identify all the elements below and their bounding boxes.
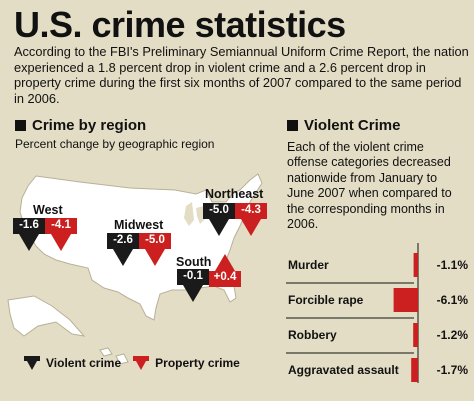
west-property-value: -4.1 <box>51 219 71 231</box>
west-violent-arrow: -1.6 <box>13 218 45 251</box>
region-chart-title: Crime by region <box>32 117 147 134</box>
category-value-label: -1.7% <box>437 363 469 377</box>
midwest-property-arrow: -5.0 <box>139 233 171 266</box>
category-label: Forcible rape <box>288 293 364 307</box>
category-bar <box>393 288 418 312</box>
violent-down-arrow-icon <box>13 218 45 251</box>
property-down-arrow-icon <box>235 203 267 236</box>
violent-chart-description: Each of the violent crime offense catego… <box>287 140 452 232</box>
violent-category-chart: Murder -1.1% Forcible rape -6.1% Robbery -1.2… <box>286 243 469 383</box>
region-label-west: West <box>33 203 63 217</box>
midwest-property-value: -5.0 <box>145 234 165 246</box>
property-down-arrow-icon <box>133 356 150 370</box>
great-lake-shape <box>184 202 194 226</box>
violent-down-arrow-icon <box>203 203 235 236</box>
category-bar <box>413 253 418 277</box>
chart-legend: Violent crime Property crime <box>22 356 240 370</box>
violent-down-arrow-icon <box>177 269 209 302</box>
west-property-arrow: -4.1 <box>45 218 77 251</box>
south-property-arrow: +0.4 <box>209 254 241 287</box>
legend-violent-label: Violent crime <box>46 356 122 370</box>
section-bullet-icon <box>15 120 26 131</box>
northeast-violent-arrow: -5.0 <box>203 203 235 236</box>
south-property-value: +0.4 <box>213 271 237 283</box>
midwest-violent-arrow: -2.6 <box>107 233 139 266</box>
page-title: U.S. crime statistics <box>14 4 346 45</box>
violent-down-arrow-icon <box>24 356 40 370</box>
category-label: Robbery <box>288 328 337 342</box>
region-chart-subtitle: Percent change by geographic region <box>15 137 215 151</box>
category-value-label: -6.1% <box>437 293 469 307</box>
section-bullet-icon <box>287 120 298 131</box>
category-value-label: -1.2% <box>437 328 469 342</box>
category-bar <box>413 323 418 347</box>
intro-text: According to the FBI's Preliminary Semia… <box>14 44 469 106</box>
region-label-northeast: Northeast <box>205 187 264 201</box>
northeast-property-arrow: -4.3 <box>235 203 267 236</box>
hawaii-shape <box>99 347 129 365</box>
legend-property-label: Property crime <box>155 356 240 370</box>
region-label-south: South <box>176 255 212 269</box>
south-violent-arrow: -0.1 <box>177 269 209 302</box>
violent-down-arrow-icon <box>107 233 139 266</box>
category-label: Aggravated assault <box>288 363 399 377</box>
west-violent-value: -1.6 <box>19 219 39 231</box>
property-down-arrow-icon <box>45 218 77 251</box>
northeast-property-value: -4.3 <box>241 204 261 216</box>
region-label-midwest: Midwest <box>114 218 164 232</box>
northeast-violent-value: -5.0 <box>209 204 229 216</box>
category-bar <box>411 358 418 382</box>
midwest-violent-value: -2.6 <box>113 234 133 246</box>
category-label: Murder <box>288 258 329 272</box>
south-violent-value: -0.1 <box>183 270 203 282</box>
alaska-shape <box>7 295 86 337</box>
violent-section-heading: Violent Crime <box>287 117 400 134</box>
violent-chart-title: Violent Crime <box>304 117 401 134</box>
region-section-heading: Crime by region <box>15 117 146 134</box>
property-up-arrow-icon <box>209 254 241 287</box>
property-down-arrow-icon <box>139 233 171 266</box>
category-value-label: -1.1% <box>437 258 469 272</box>
